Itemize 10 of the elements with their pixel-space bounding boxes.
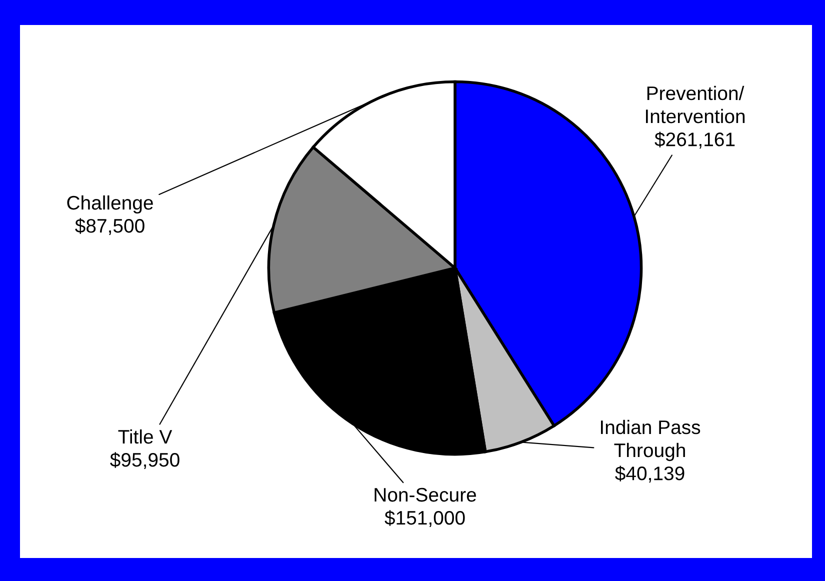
data-label: $95,950: [110, 452, 180, 470]
slice-label: Prevention/ Intervention: [646, 86, 745, 124]
slice-label: Title V: [118, 429, 172, 444]
data-label: $261,161: [654, 132, 735, 149]
data-label: $151,000: [384, 510, 465, 528]
slice-label: Challenge: [67, 195, 153, 214]
data-label: $87,500: [75, 218, 144, 236]
data-label: $40,139: [615, 466, 684, 483]
slice-label: Indian Pass Through: [600, 420, 700, 462]
slice-label: Non-Secure: [374, 488, 476, 502]
